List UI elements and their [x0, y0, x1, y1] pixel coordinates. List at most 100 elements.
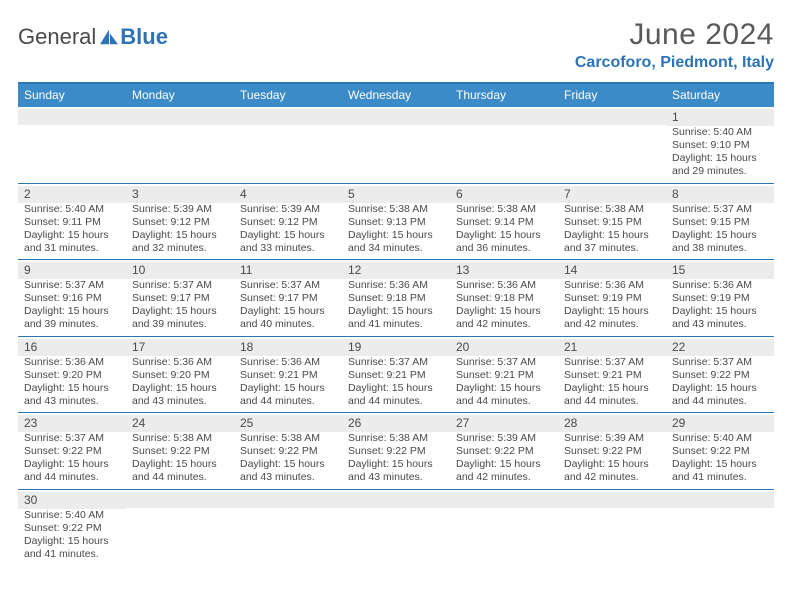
brand-word-2: Blue — [120, 24, 168, 50]
daylight-line-1: Daylight: 15 hours — [240, 229, 336, 242]
sunrise-line: Sunrise: 5:39 AM — [564, 432, 660, 445]
daylight-line-1: Daylight: 15 hours — [672, 152, 768, 165]
daylight-line-2: and 42 minutes. — [564, 471, 660, 484]
daylight-line-1: Daylight: 15 hours — [564, 382, 660, 395]
day-number: 8 — [672, 187, 768, 201]
dow-cell: Thursday — [450, 84, 558, 107]
day-cell: 18Sunrise: 5:36 AMSunset: 9:21 PMDayligh… — [234, 337, 342, 413]
calendar: SundayMondayTuesdayWednesdayThursdayFrid… — [18, 82, 774, 565]
day-cell — [558, 490, 666, 566]
sunset-line: Sunset: 9:17 PM — [240, 292, 336, 305]
daylight-line-1: Daylight: 15 hours — [348, 382, 444, 395]
sunrise-line: Sunrise: 5:36 AM — [672, 279, 768, 292]
day-cell — [666, 490, 774, 566]
daylight-line-1: Daylight: 15 hours — [348, 229, 444, 242]
day-number: 19 — [348, 340, 444, 354]
day-cell: 14Sunrise: 5:36 AMSunset: 9:19 PMDayligh… — [558, 260, 666, 336]
day-cell: 24Sunrise: 5:38 AMSunset: 9:22 PMDayligh… — [126, 413, 234, 489]
daylight-line-2: and 32 minutes. — [132, 242, 228, 255]
day-number: 30 — [24, 493, 120, 507]
daylight-line-2: and 43 minutes. — [24, 395, 120, 408]
weeks-container: 1Sunrise: 5:40 AMSunset: 9:10 PMDaylight… — [18, 107, 774, 565]
day-number: 20 — [456, 340, 552, 354]
day-cell: 19Sunrise: 5:37 AMSunset: 9:21 PMDayligh… — [342, 337, 450, 413]
daylight-line-1: Daylight: 15 hours — [564, 305, 660, 318]
day-cell: 7Sunrise: 5:38 AMSunset: 9:15 PMDaylight… — [558, 184, 666, 260]
sunset-line: Sunset: 9:16 PM — [24, 292, 120, 305]
sunset-line: Sunset: 9:13 PM — [348, 216, 444, 229]
day-number: 26 — [348, 416, 444, 430]
sunset-line: Sunset: 9:20 PM — [24, 369, 120, 382]
daylight-line-2: and 31 minutes. — [24, 242, 120, 255]
day-number: 10 — [132, 263, 228, 277]
day-cell: 9Sunrise: 5:37 AMSunset: 9:16 PMDaylight… — [18, 260, 126, 336]
sunrise-line: Sunrise: 5:38 AM — [456, 203, 552, 216]
daylight-line-1: Daylight: 15 hours — [456, 382, 552, 395]
sunset-line: Sunset: 9:20 PM — [132, 369, 228, 382]
sunset-line: Sunset: 9:22 PM — [564, 445, 660, 458]
sunrise-line: Sunrise: 5:36 AM — [240, 356, 336, 369]
daylight-line-2: and 42 minutes. — [564, 318, 660, 331]
daylight-line-2: and 40 minutes. — [240, 318, 336, 331]
sunset-line: Sunset: 9:18 PM — [348, 292, 444, 305]
day-cell: 17Sunrise: 5:36 AMSunset: 9:20 PMDayligh… — [126, 337, 234, 413]
day-cell: 22Sunrise: 5:37 AMSunset: 9:22 PMDayligh… — [666, 337, 774, 413]
sunrise-line: Sunrise: 5:36 AM — [456, 279, 552, 292]
day-cell — [126, 490, 234, 566]
sunset-line: Sunset: 9:22 PM — [348, 445, 444, 458]
day-number: 6 — [456, 187, 552, 201]
daylight-line-1: Daylight: 15 hours — [456, 229, 552, 242]
sunrise-line: Sunrise: 5:38 AM — [348, 432, 444, 445]
daylight-line-2: and 43 minutes. — [240, 471, 336, 484]
week-row: 23Sunrise: 5:37 AMSunset: 9:22 PMDayligh… — [18, 413, 774, 490]
day-cell: 21Sunrise: 5:37 AMSunset: 9:21 PMDayligh… — [558, 337, 666, 413]
daylight-line-2: and 36 minutes. — [456, 242, 552, 255]
sunset-line: Sunset: 9:15 PM — [564, 216, 660, 229]
day-cell — [342, 490, 450, 566]
sunset-line: Sunset: 9:21 PM — [240, 369, 336, 382]
sunrise-line: Sunrise: 5:37 AM — [456, 356, 552, 369]
sunset-line: Sunset: 9:22 PM — [24, 522, 120, 535]
day-number: 15 — [672, 263, 768, 277]
daylight-line-1: Daylight: 15 hours — [132, 229, 228, 242]
dow-cell: Sunday — [18, 84, 126, 107]
day-number: 12 — [348, 263, 444, 277]
day-cell: 3Sunrise: 5:39 AMSunset: 9:12 PMDaylight… — [126, 184, 234, 260]
sunrise-line: Sunrise: 5:39 AM — [456, 432, 552, 445]
page-title: June 2024 — [575, 18, 774, 52]
day-cell: 11Sunrise: 5:37 AMSunset: 9:17 PMDayligh… — [234, 260, 342, 336]
week-row: 1Sunrise: 5:40 AMSunset: 9:10 PMDaylight… — [18, 107, 774, 184]
week-row: 2Sunrise: 5:40 AMSunset: 9:11 PMDaylight… — [18, 184, 774, 261]
sunset-line: Sunset: 9:19 PM — [564, 292, 660, 305]
daylight-line-2: and 41 minutes. — [24, 548, 120, 561]
daylight-line-2: and 43 minutes. — [132, 395, 228, 408]
daylight-line-1: Daylight: 15 hours — [132, 382, 228, 395]
day-cell: 8Sunrise: 5:37 AMSunset: 9:15 PMDaylight… — [666, 184, 774, 260]
day-number: 7 — [564, 187, 660, 201]
daylight-line-1: Daylight: 15 hours — [672, 458, 768, 471]
daylight-line-1: Daylight: 15 hours — [24, 305, 120, 318]
sunrise-line: Sunrise: 5:36 AM — [564, 279, 660, 292]
day-cell — [450, 107, 558, 183]
day-number: 28 — [564, 416, 660, 430]
daylight-line-2: and 44 minutes. — [564, 395, 660, 408]
daylight-line-2: and 33 minutes. — [240, 242, 336, 255]
sunrise-line: Sunrise: 5:40 AM — [672, 432, 768, 445]
day-cell: 12Sunrise: 5:36 AMSunset: 9:18 PMDayligh… — [342, 260, 450, 336]
day-cell: 26Sunrise: 5:38 AMSunset: 9:22 PMDayligh… — [342, 413, 450, 489]
day-cell: 23Sunrise: 5:37 AMSunset: 9:22 PMDayligh… — [18, 413, 126, 489]
daylight-line-1: Daylight: 15 hours — [564, 458, 660, 471]
sunrise-line: Sunrise: 5:37 AM — [672, 356, 768, 369]
week-row: 30Sunrise: 5:40 AMSunset: 9:22 PMDayligh… — [18, 490, 774, 566]
day-number: 1 — [672, 110, 768, 124]
daylight-line-1: Daylight: 15 hours — [132, 458, 228, 471]
sunrise-line: Sunrise: 5:38 AM — [240, 432, 336, 445]
day-cell: 16Sunrise: 5:36 AMSunset: 9:20 PMDayligh… — [18, 337, 126, 413]
day-cell: 25Sunrise: 5:38 AMSunset: 9:22 PMDayligh… — [234, 413, 342, 489]
day-cell: 6Sunrise: 5:38 AMSunset: 9:14 PMDaylight… — [450, 184, 558, 260]
dow-cell: Friday — [558, 84, 666, 107]
dow-cell: Wednesday — [342, 84, 450, 107]
header-right: June 2024 Carcoforo, Piedmont, Italy — [575, 18, 774, 72]
day-number: 25 — [240, 416, 336, 430]
day-cell — [342, 107, 450, 183]
